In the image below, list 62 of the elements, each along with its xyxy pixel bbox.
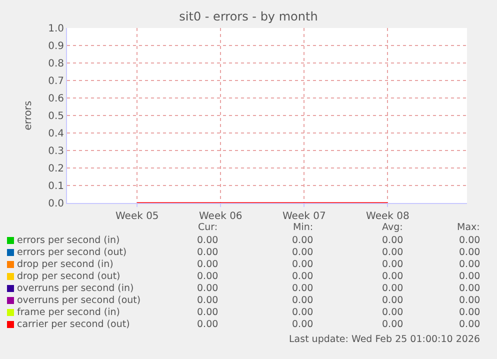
text: 0.00: [459, 259, 480, 270]
text: 0.00: [292, 307, 314, 318]
legend-label: drop per second (in): [17, 259, 114, 270]
text: 0.00: [382, 247, 404, 258]
text: 0.00: [197, 283, 218, 294]
text: 0.00: [197, 271, 218, 282]
x-tick-label: Week 06: [198, 211, 242, 222]
text: 0.00: [382, 307, 404, 318]
y-tick-label: 0.1: [48, 181, 64, 192]
x-tick-label: Week 05: [115, 211, 159, 222]
text: 0.00: [459, 319, 480, 330]
text: 0.00: [292, 295, 314, 306]
y-tick-label: 0.0: [48, 198, 64, 210]
x-tick-label: Week 07: [282, 211, 326, 222]
text: 0.00: [382, 235, 404, 246]
text: 0.00: [292, 235, 314, 246]
text: 0.00: [292, 319, 314, 330]
text: 0.00: [197, 247, 218, 258]
y-tick-label: 0.2: [48, 164, 64, 174]
text: 0.00: [292, 247, 314, 258]
legend-label: errors per second (out): [17, 247, 127, 258]
y-tick-label: 0.3: [48, 146, 64, 157]
text: 0.00: [197, 295, 218, 306]
text: 0.00: [459, 283, 480, 294]
y-tick-label: 0.5: [48, 111, 64, 122]
y-tick-label: 0.6: [48, 94, 64, 104]
text: 0.00: [292, 283, 314, 294]
text: 0.00: [197, 259, 218, 270]
legend-label: overruns per second (out): [17, 295, 141, 306]
text: 0.00: [382, 259, 404, 270]
text: 0.00: [459, 307, 480, 318]
text: 0.00: [459, 295, 480, 306]
y-tick-label: 0.7: [48, 76, 64, 87]
legend-label: overruns per second (in): [17, 283, 134, 294]
text: 0.00: [459, 247, 480, 258]
text: Cur:: [198, 222, 218, 233]
legend-label: errors per second (in): [17, 235, 120, 246]
y-tick-label: 1.0: [48, 24, 64, 34]
text: 0.00: [197, 319, 218, 330]
chart-title: sit0 - errors - by month: [179, 9, 318, 24]
text: Min:: [293, 222, 314, 233]
text: 0.00: [382, 319, 404, 330]
text: Max:: [457, 222, 480, 233]
text: 0.00: [197, 307, 218, 318]
legend-label: frame per second (in): [17, 307, 120, 318]
text: 0.00: [382, 271, 404, 282]
y-tick-label: 0.4: [48, 128, 64, 140]
text: 0.00: [382, 283, 404, 294]
y-axis-title: errors: [23, 100, 34, 130]
legend-label: carrier per second (out): [17, 319, 130, 330]
text: 0.00: [292, 271, 314, 282]
text: 0.00: [459, 235, 480, 246]
text: 0.00: [197, 235, 218, 246]
y-tick-label: 0.8: [48, 58, 64, 70]
text: 0.00: [459, 271, 480, 282]
legend-label: drop per second (out): [17, 271, 120, 282]
text: 0.00: [382, 295, 404, 306]
x-tick-label: Week 08: [366, 211, 410, 222]
text: Avg:: [382, 222, 403, 233]
text: 0.00: [292, 259, 314, 270]
text: Last update: Wed Feb 25 01:00:10 2026: [289, 334, 480, 345]
y-tick-label: 0.9: [48, 41, 64, 52]
